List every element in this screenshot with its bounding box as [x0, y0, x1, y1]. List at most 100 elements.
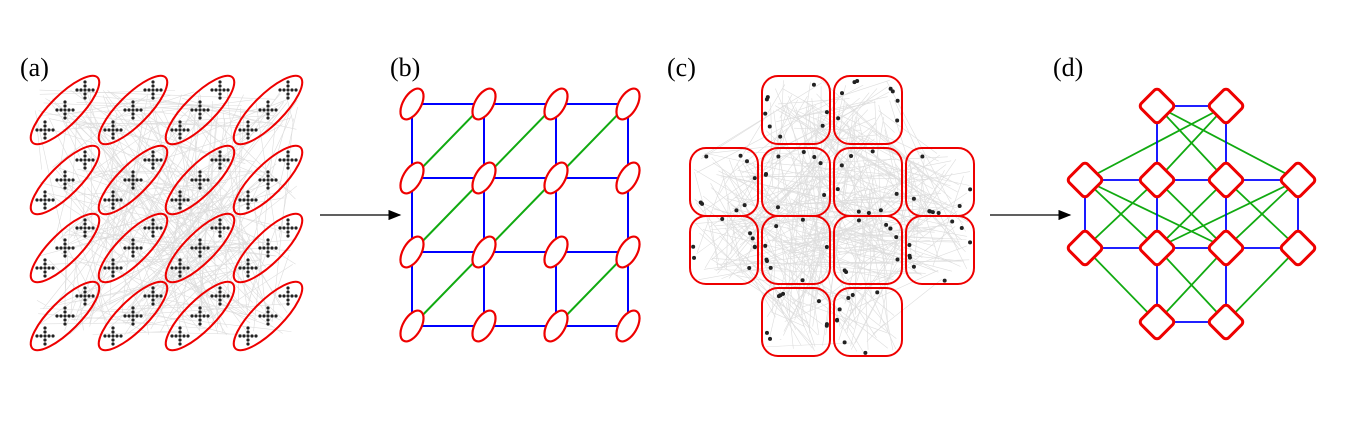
node — [83, 162, 87, 166]
node — [178, 194, 182, 198]
edge — [808, 268, 858, 352]
node — [63, 250, 67, 254]
cluster — [97, 144, 169, 216]
node — [254, 128, 258, 132]
edge — [149, 266, 281, 321]
node — [79, 88, 83, 92]
edge — [932, 175, 964, 267]
edge — [196, 181, 267, 268]
edge — [785, 155, 917, 199]
node — [286, 166, 290, 170]
edge — [769, 187, 815, 190]
node — [850, 292, 855, 297]
edge — [123, 163, 277, 305]
edge — [186, 254, 212, 330]
node — [63, 318, 67, 322]
node — [194, 246, 198, 250]
node — [198, 306, 202, 310]
edge — [703, 247, 876, 270]
edge — [838, 167, 893, 341]
node — [895, 257, 900, 262]
edge — [822, 111, 858, 346]
edge — [711, 207, 928, 231]
node — [178, 266, 182, 270]
edge — [108, 266, 179, 329]
node — [246, 136, 250, 140]
edge — [788, 210, 794, 297]
edge — [182, 181, 259, 239]
edge — [745, 163, 887, 178]
node — [266, 174, 270, 178]
node — [258, 246, 262, 250]
node — [103, 266, 107, 270]
node — [43, 202, 47, 206]
node — [202, 108, 206, 112]
node — [226, 158, 230, 162]
node — [43, 274, 47, 278]
node — [47, 198, 51, 202]
node — [820, 123, 825, 128]
cluster — [399, 309, 425, 343]
node — [79, 226, 83, 230]
node — [87, 88, 91, 92]
node — [174, 334, 178, 338]
node — [274, 314, 278, 318]
edge — [111, 169, 249, 316]
node — [63, 238, 67, 242]
node — [266, 254, 270, 258]
node — [246, 190, 250, 194]
node — [218, 294, 222, 298]
node — [115, 266, 119, 270]
node — [246, 330, 250, 334]
node — [282, 88, 286, 92]
cluster — [1207, 303, 1245, 341]
edge — [60, 236, 108, 322]
node — [43, 258, 47, 262]
node — [765, 95, 770, 100]
node — [43, 124, 47, 128]
node — [210, 88, 214, 92]
edge — [702, 86, 888, 212]
node — [131, 242, 135, 246]
node — [776, 154, 781, 159]
node — [119, 128, 123, 132]
node — [936, 210, 941, 215]
node — [103, 334, 107, 338]
node — [840, 91, 845, 96]
cluster — [615, 161, 641, 195]
node — [131, 246, 135, 250]
node — [198, 104, 202, 108]
node — [178, 330, 182, 334]
node — [151, 302, 155, 306]
cluster — [1138, 87, 1176, 125]
node — [246, 338, 250, 342]
edge — [1225, 179, 1299, 249]
node — [178, 342, 182, 346]
edge — [1084, 179, 1227, 249]
node — [63, 322, 67, 326]
node — [75, 88, 79, 92]
node — [835, 318, 840, 323]
edge — [58, 167, 265, 241]
edge — [878, 110, 938, 154]
node — [178, 136, 182, 140]
node — [226, 88, 230, 92]
node — [151, 158, 155, 162]
edge — [889, 100, 940, 260]
node — [290, 158, 294, 162]
edge — [102, 95, 189, 333]
node — [123, 108, 127, 112]
cluster — [1138, 161, 1176, 199]
node — [43, 136, 47, 140]
node — [75, 158, 79, 162]
node — [282, 294, 286, 298]
node — [135, 246, 139, 250]
node — [894, 235, 899, 240]
edge — [115, 115, 191, 233]
node — [744, 159, 749, 164]
edge — [140, 188, 211, 310]
node — [198, 186, 202, 190]
node — [83, 234, 87, 238]
node — [182, 128, 186, 132]
node — [107, 128, 111, 132]
